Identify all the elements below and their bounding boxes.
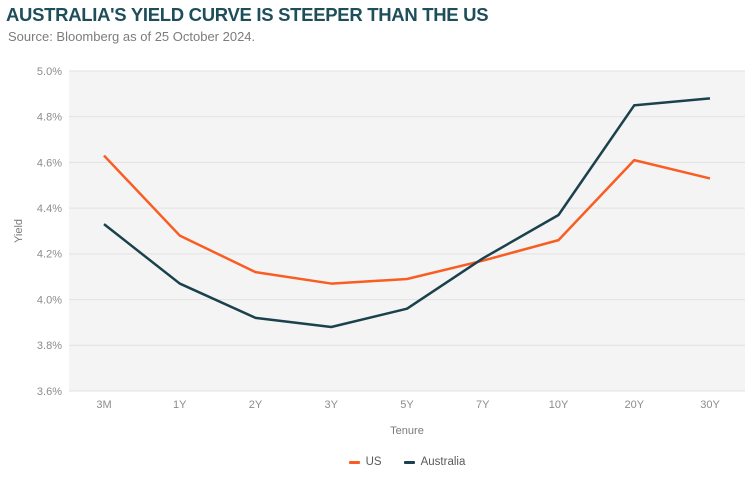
x-tick-label: 2Y (249, 399, 263, 411)
y-tick-label: 4.8% (37, 112, 62, 124)
x-tick-label: 3Y (325, 399, 339, 411)
legend-item-us: US (348, 456, 382, 468)
x-tick-label: 30Y (700, 399, 720, 411)
y-tick-label: 4.0% (37, 294, 62, 306)
x-tick-label: 10Y (549, 399, 569, 411)
chart-legend: US Australia (69, 456, 745, 468)
x-tick-label: 3M (96, 399, 111, 411)
series-line-australia (103, 97, 711, 329)
legend-item-australia: Australia (403, 456, 466, 468)
x-tick-label: 7Y (476, 399, 490, 411)
x-tick-label: 5Y (400, 399, 414, 411)
yield-chart: 3.6% 3.8% 4.0% 4.2% 4.4% 4.6% 4.8% 5.0% 3M 1Y 2Y 3Y… (0, 62, 753, 447)
y-tick-label: 5.0% (37, 66, 62, 78)
us-line-swatch (348, 460, 360, 464)
x-axis-label: Tenure (390, 425, 424, 437)
y-tick-label: 3.6% (37, 386, 62, 398)
chart-canvas: 3.6% 3.8% 4.0% 4.2% 4.4% 4.6% 4.8% 5.0% 3M 1Y 2Y 3Y… (13, 66, 745, 437)
y-axis-label: Yield (13, 219, 25, 243)
y-tick-label: 4.6% (37, 157, 62, 169)
y-tick-label: 4.4% (37, 203, 62, 215)
page-title: AUSTRALIA'S YIELD CURVE IS STEEPER THAN … (6, 4, 489, 25)
plot-area (69, 71, 745, 391)
series-line-us (103, 154, 711, 285)
y-tick-label: 3.8% (37, 340, 62, 352)
legend-label-australia: Australia (420, 456, 466, 468)
x-tick-label: 20Y (624, 399, 644, 411)
x-tick-label: 1Y (173, 399, 187, 411)
y-tick-label: 4.2% (37, 249, 62, 261)
legend-label-us: US (365, 456, 382, 468)
source-note: Source: Bloomberg as of 25 October 2024. (8, 29, 256, 44)
australia-line-swatch (403, 460, 415, 464)
